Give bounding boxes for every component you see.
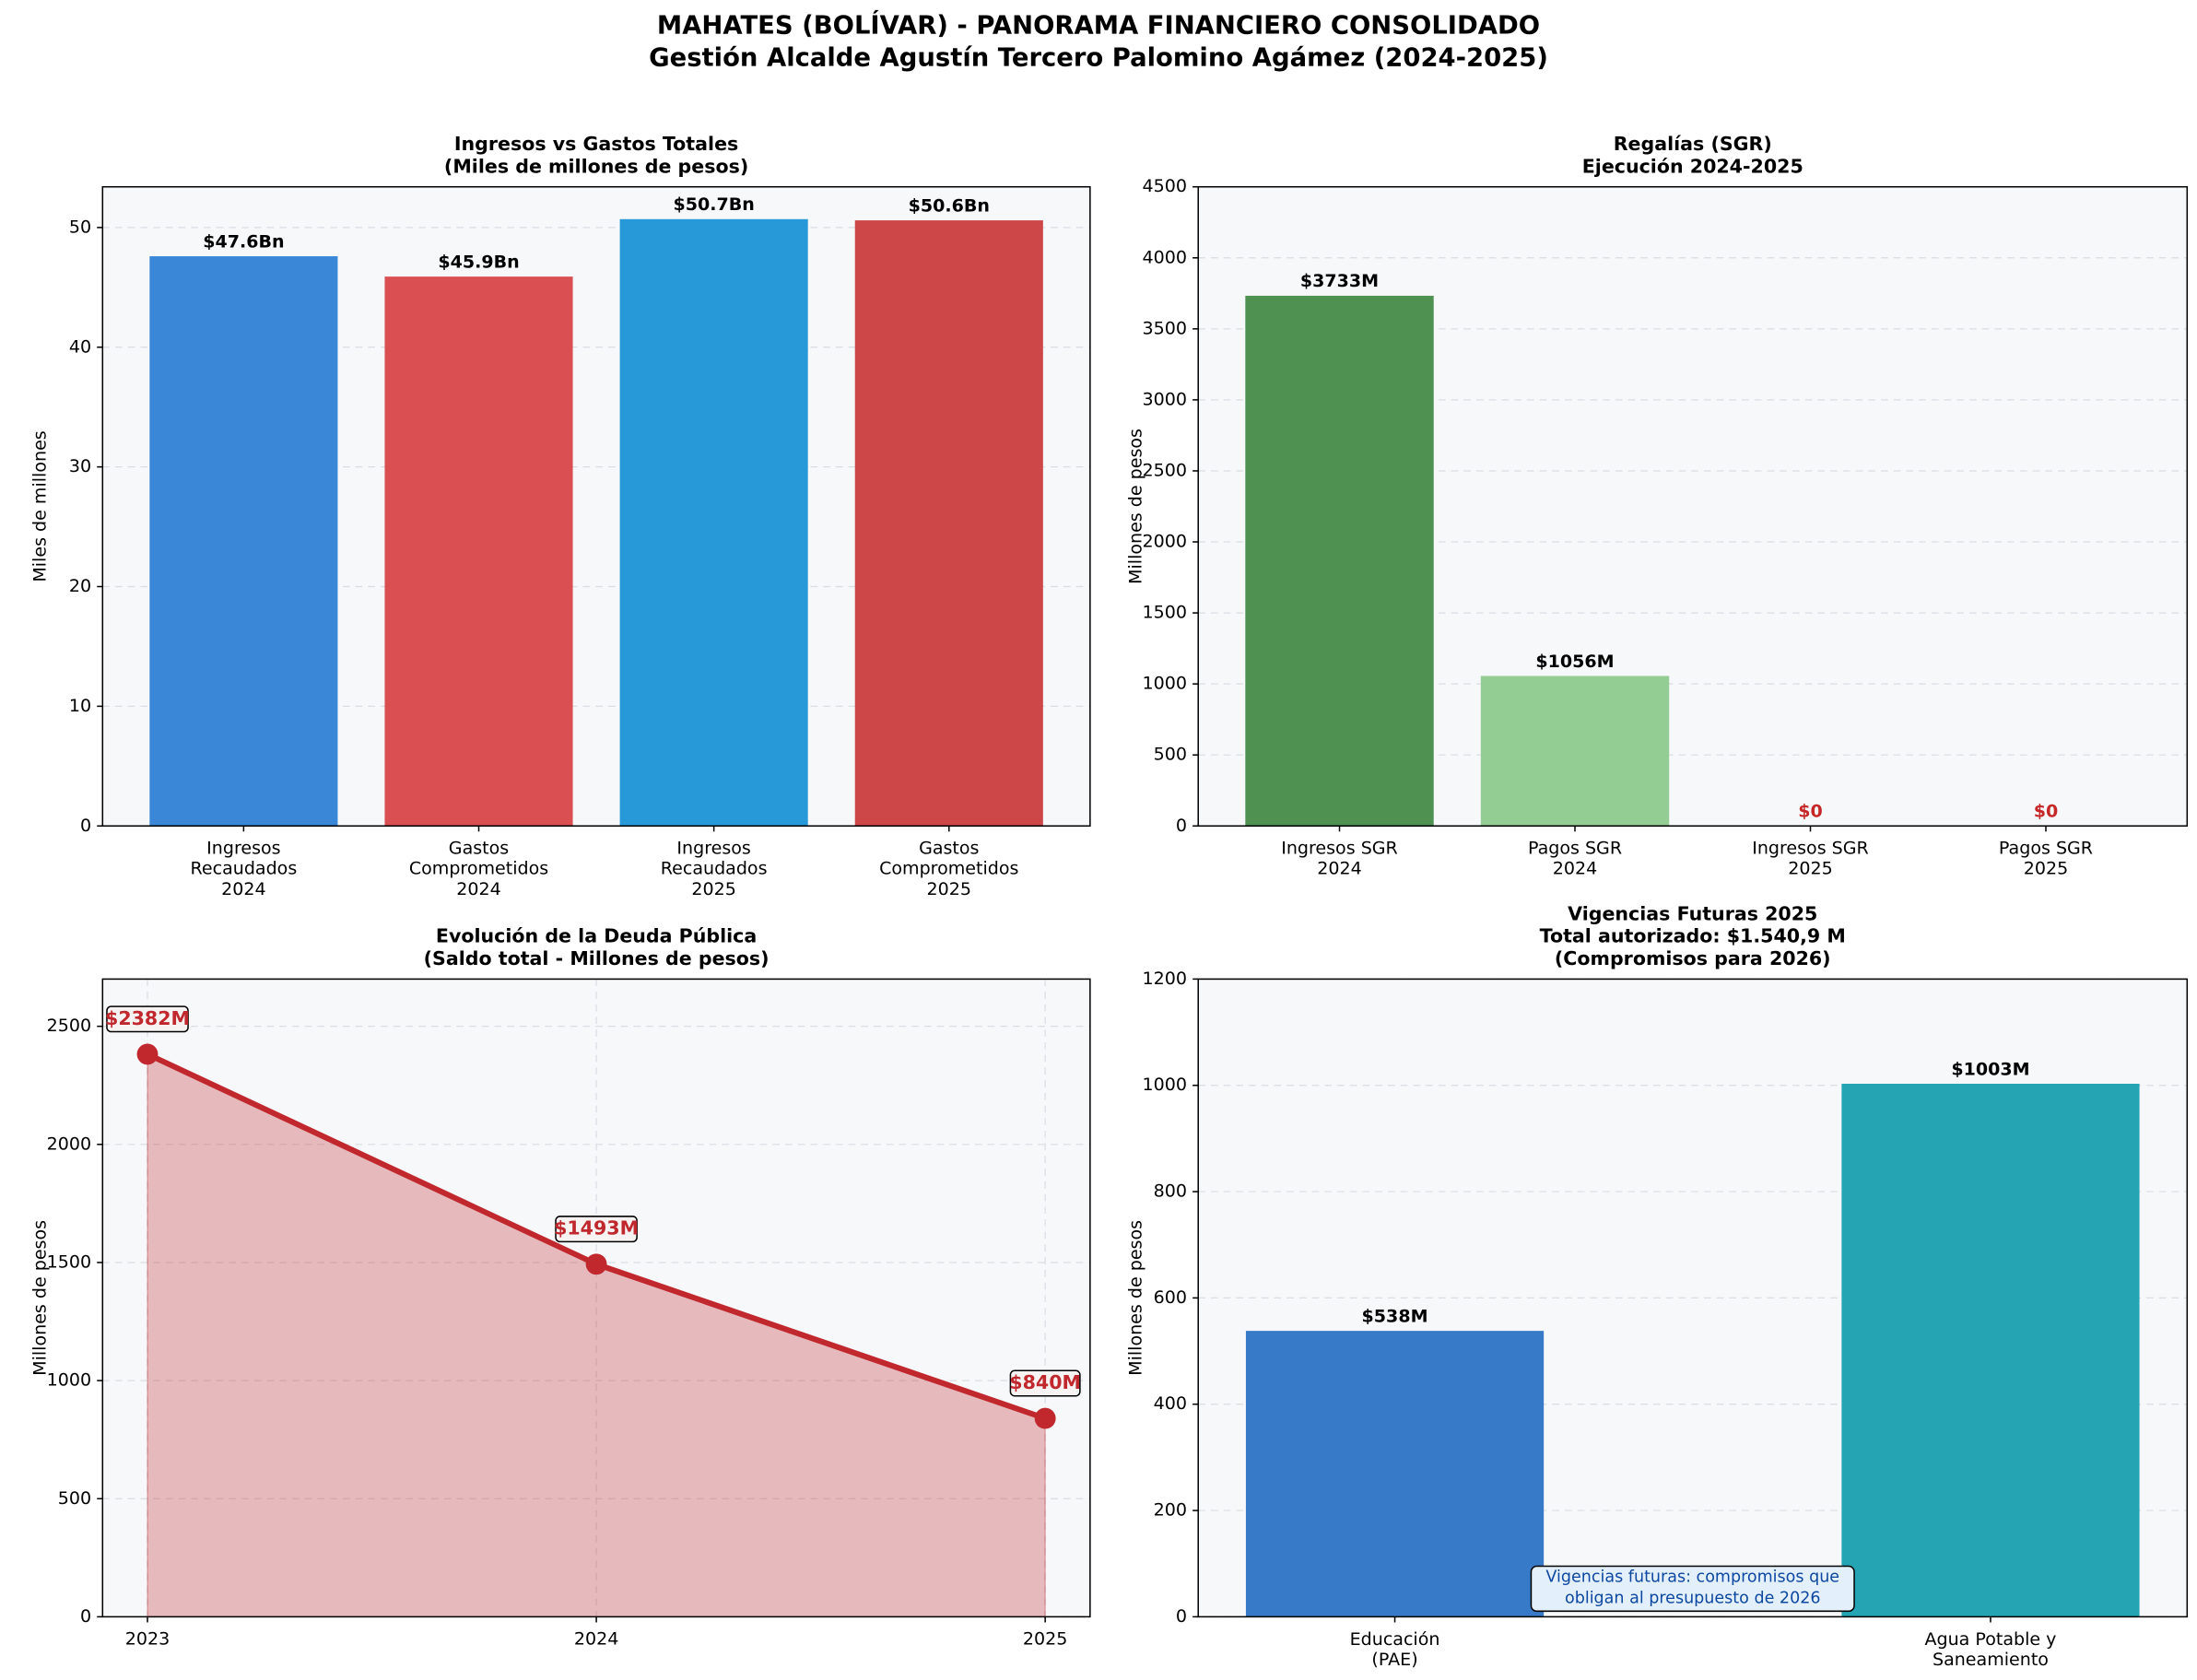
point xyxy=(585,1253,607,1275)
bar xyxy=(1245,295,1434,827)
x-tick-label: 2023 xyxy=(125,1628,170,1649)
y-tick-label: 200 xyxy=(1154,1500,1187,1521)
y-tick-label: 1000 xyxy=(1143,674,1187,694)
label-box xyxy=(1009,1369,1081,1397)
chart-title: Total autorizado: $1.540,9 M xyxy=(1540,925,1846,947)
y-axis-label: Miles de millones xyxy=(30,430,51,582)
x-tick-label: Gastos Comprometidos 2025 xyxy=(879,838,1018,899)
y-tick-label: 1500 xyxy=(47,1251,91,1272)
y-tick-label: 40 xyxy=(69,336,91,357)
x-tick-label: Ingresos Recaudados 2024 xyxy=(191,838,298,899)
value-label: $1493M xyxy=(554,1217,639,1239)
annotation-box xyxy=(1530,1565,1855,1613)
y-tick-label: 0 xyxy=(1176,816,1187,836)
point xyxy=(1034,1407,1056,1429)
y-tick-label: 2500 xyxy=(1143,460,1187,480)
suptitle: MAHATES (BOLÍVAR) - PANORAMA FINANCIERO … xyxy=(657,10,1540,40)
value-label: $45.9Bn xyxy=(438,252,519,272)
value-label: $0 xyxy=(2034,802,2059,822)
suptitle: Gestión Alcalde Agustín Tercero Palomino… xyxy=(649,44,1548,73)
x-tick-label: Pagos SGR 2025 xyxy=(1999,838,2093,878)
bar xyxy=(619,218,808,827)
value-label: $50.7Bn xyxy=(673,194,754,215)
x-tick-label: 2025 xyxy=(1023,1628,1067,1649)
value-label: $2382M xyxy=(105,1007,190,1029)
x-tick-label: Ingresos Recaudados 2025 xyxy=(661,838,768,899)
y-tick-label: 400 xyxy=(1154,1393,1187,1414)
bar xyxy=(149,256,338,827)
y-tick-label: 0 xyxy=(1176,1606,1187,1627)
y-tick-label: 2500 xyxy=(47,1016,91,1036)
y-tick-label: 600 xyxy=(1154,1287,1187,1308)
value-label: $538M xyxy=(1362,1306,1428,1326)
chart-title: Ingresos vs Gastos Totales xyxy=(454,133,738,155)
y-tick-label: 30 xyxy=(69,456,91,476)
y-tick-label: 1000 xyxy=(47,1370,91,1391)
y-tick-label: 4000 xyxy=(1143,247,1187,267)
x-tick-label: Gastos Comprometidos 2024 xyxy=(409,838,548,899)
chart-title: Evolución de la Deuda Pública xyxy=(436,925,757,947)
y-tick-label: 0 xyxy=(80,1606,91,1627)
x-tick-label: 2024 xyxy=(574,1628,618,1649)
y-tick-label: 3000 xyxy=(1143,389,1187,409)
chart-title: (Saldo total - Millones de pesos) xyxy=(424,947,770,969)
value-label: $1056M xyxy=(1535,652,1614,672)
chart-title: Vigencias Futuras 2025 xyxy=(1568,902,1817,924)
value-label: $1003M xyxy=(1951,1059,2029,1079)
bar xyxy=(1841,1084,2140,1617)
bar xyxy=(384,276,573,827)
y-tick-label: 20 xyxy=(69,576,91,596)
chart-title: (Miles de millones de pesos) xyxy=(444,155,748,177)
x-tick-label: Ingresos SGR 2025 xyxy=(1752,838,1869,878)
bar xyxy=(854,220,1043,827)
value-label: $3733M xyxy=(1300,271,1379,291)
y-tick-label: 2000 xyxy=(1143,532,1187,552)
chart-title: Ejecución 2024-2025 xyxy=(1582,155,1803,177)
value-label: $47.6Bn xyxy=(203,231,284,252)
value-label: $840M xyxy=(1009,1371,1081,1393)
y-tick-label: 1200 xyxy=(1143,969,1187,989)
x-tick-label: Educación (PAE) xyxy=(1350,1628,1440,1669)
y-tick-label: 50 xyxy=(69,217,91,237)
y-axis-label: Millones de pesos xyxy=(30,1220,51,1376)
y-tick-label: 800 xyxy=(1154,1181,1187,1202)
x-tick-label: Pagos SGR 2024 xyxy=(1528,838,1622,878)
x-tick-label: Agua Potable y Saneamiento xyxy=(1924,1628,2056,1669)
y-axis-label: Millones de pesos xyxy=(1126,429,1146,584)
y-tick-label: 2000 xyxy=(47,1134,91,1154)
annotation: Vigencias futuras: compromisos que obliga… xyxy=(1545,1568,1839,1608)
y-tick-label: 4500 xyxy=(1143,176,1187,196)
y-tick-label: 10 xyxy=(69,696,91,716)
x-tick-label: Ingresos SGR 2024 xyxy=(1281,838,1398,878)
point xyxy=(136,1043,159,1065)
axes-frame xyxy=(1197,978,2189,1618)
y-tick-label: 0 xyxy=(80,816,91,836)
axes-frame xyxy=(101,185,1091,828)
y-tick-label: 500 xyxy=(1154,745,1187,765)
axes-frame xyxy=(101,978,1091,1618)
y-tick-label: 1000 xyxy=(1143,1075,1187,1095)
bar xyxy=(1480,676,1670,827)
y-tick-label: 1500 xyxy=(1143,603,1187,623)
label-box xyxy=(555,1216,638,1243)
value-label: $50.6Bn xyxy=(909,195,990,216)
chart-title: Regalías (SGR) xyxy=(1614,133,1772,155)
chart-title: (Compromisos para 2026) xyxy=(1555,947,1831,969)
bar xyxy=(1245,1331,1545,1617)
axes-frame xyxy=(1197,185,2189,828)
y-tick-label: 500 xyxy=(58,1488,91,1509)
y-tick-label: 3500 xyxy=(1143,318,1187,338)
y-axis-label: Millones de pesos xyxy=(1126,1220,1146,1376)
value-label: $0 xyxy=(1798,802,1823,822)
label-box xyxy=(106,1005,189,1033)
